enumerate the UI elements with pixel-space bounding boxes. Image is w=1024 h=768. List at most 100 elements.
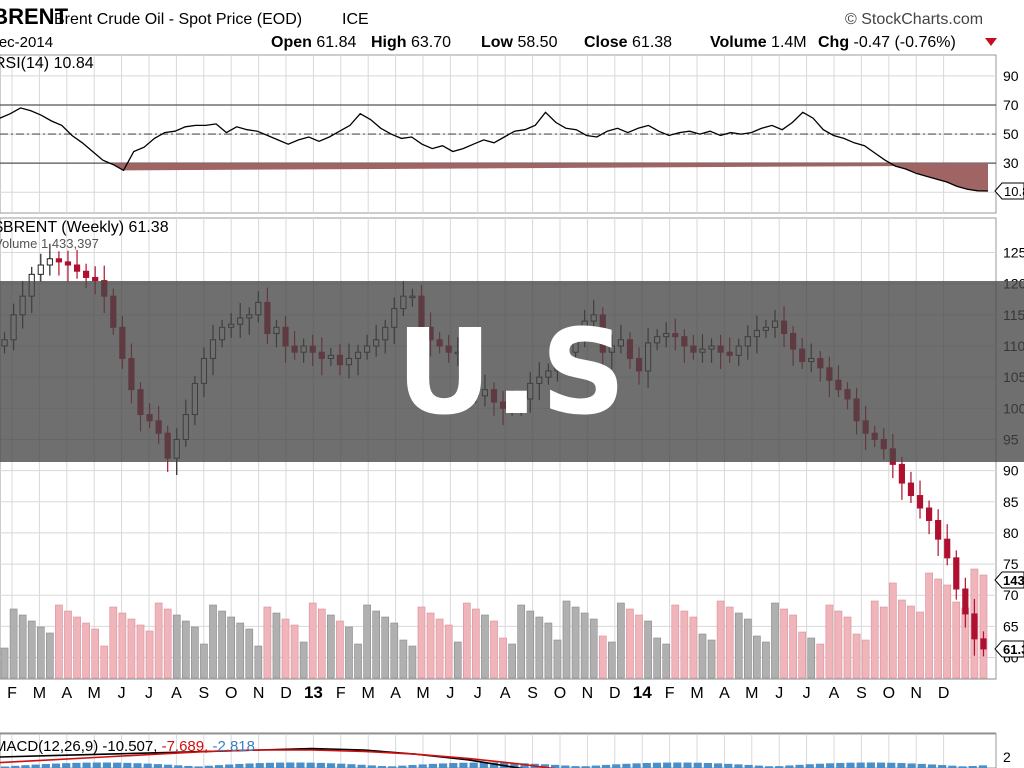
rsi-oversold-fill	[113, 163, 989, 191]
volume-bar	[200, 643, 208, 679]
volume-bar	[191, 626, 199, 679]
candle-body	[92, 276, 99, 282]
volume-bar	[327, 614, 335, 679]
volume-bar	[254, 645, 263, 679]
volume-bar	[444, 624, 453, 679]
volume-bar	[934, 578, 942, 679]
macd-histogram-bar	[235, 763, 244, 768]
volume-bar	[689, 616, 698, 679]
macd-histogram-bar	[713, 763, 723, 768]
macd-histogram-bar	[958, 766, 967, 768]
rsi-line	[0, 107, 989, 192]
volume-bar	[281, 618, 290, 679]
volume-bar	[816, 643, 825, 679]
macd-histogram-bar	[102, 762, 112, 768]
macd-histogram-bar	[51, 763, 61, 768]
volume-bar	[544, 622, 553, 679]
macd-title: MACD(12,26,9) -10.507, -7.689, -2.818	[0, 738, 255, 755]
volume-bar	[317, 608, 326, 679]
volume-bar	[399, 639, 408, 679]
candle-body	[971, 613, 978, 640]
macd-histogram-bar	[978, 765, 987, 768]
volume-last-value-tag	[994, 571, 1024, 589]
volume-bar	[408, 645, 417, 679]
macd-histogram-bar	[632, 763, 641, 768]
macd-title-hist: -2.818	[212, 738, 255, 755]
volume-bar	[372, 610, 380, 679]
macd-histogram-bar	[622, 763, 631, 768]
macd-histogram-bar	[72, 762, 81, 768]
chart-instrument-name: Brent Crude Oil - Spot Price (EOD)	[54, 11, 302, 28]
month-label: F	[7, 685, 17, 702]
volume-bar	[870, 600, 879, 679]
volume-bar	[0, 647, 9, 679]
volume-bar	[626, 608, 634, 679]
volume-bar	[299, 641, 308, 679]
macd-histogram-bar	[428, 763, 437, 768]
month-label: S	[198, 685, 209, 702]
volume-bar	[562, 600, 571, 679]
macd-histogram-bar	[357, 764, 366, 768]
price-tick-label: 85	[1003, 494, 1019, 510]
month-label: M	[362, 685, 375, 702]
macd-histogram-bar	[642, 762, 651, 768]
macd-histogram-bar	[561, 765, 570, 768]
macd-histogram-bar	[306, 762, 315, 768]
macd-histogram-bar	[876, 762, 886, 768]
candle-body	[898, 463, 905, 484]
macd-histogram-bar	[846, 762, 855, 768]
volume-bar	[227, 616, 235, 679]
macd-histogram-bar	[663, 762, 672, 768]
month-label: J	[446, 685, 454, 702]
volume-bar	[263, 606, 272, 679]
macd-histogram-bar	[683, 762, 692, 768]
volume-bar	[345, 626, 353, 679]
macd-histogram-bar	[143, 763, 152, 768]
price-last-value: 61.38	[1003, 642, 1024, 657]
macd-histogram-bar	[21, 765, 30, 768]
rsi-tick-label: 90	[1003, 68, 1019, 84]
rsi-tick-label: 70	[1003, 97, 1019, 113]
macd-histogram-bar	[968, 765, 977, 768]
signal-line	[0, 749, 556, 768]
volume-bar	[145, 630, 154, 679]
macd-histogram-bar	[805, 764, 814, 768]
volume-bar	[608, 641, 616, 679]
ohlc-low: Low 58.50	[481, 34, 558, 51]
month-axis-band	[0, 679, 996, 734]
month-label: N	[910, 685, 922, 702]
macd-histogram-bar	[163, 764, 173, 768]
macd-histogram-bar	[581, 766, 590, 768]
macd-histogram-bar	[775, 766, 784, 768]
macd-tick-label: 2	[1003, 749, 1011, 765]
month-label: J	[145, 685, 153, 702]
month-label: N	[253, 685, 265, 702]
macd-histogram-bar	[601, 764, 611, 768]
macd-histogram-bar	[815, 763, 825, 768]
stockcharts-brand[interactable]: © StockCharts.com	[845, 11, 983, 28]
candle-body	[935, 519, 942, 540]
volume-bar	[807, 637, 816, 679]
macd-histogram-bar	[449, 763, 458, 768]
ohlc-open: Open 61.84	[271, 34, 356, 51]
macd-histogram-bar	[174, 765, 183, 768]
macd-histogram-bar	[408, 765, 417, 768]
macd-histogram-bar	[62, 763, 71, 768]
volume-bar	[716, 600, 725, 679]
volume-bar	[127, 618, 136, 679]
volume-bar	[462, 602, 471, 679]
volume-bar	[55, 604, 63, 679]
month-label: A	[500, 685, 511, 702]
volume-bar	[707, 639, 716, 679]
macd-histogram-bar	[92, 762, 101, 768]
volume-bar	[698, 633, 707, 679]
ohlc-chg: Chg -0.47 (-0.76%)	[818, 34, 956, 51]
macd-histogram-bar	[377, 766, 387, 768]
macd-histogram-bar	[398, 765, 407, 768]
volume-bar	[925, 572, 933, 679]
volume-bar	[644, 620, 652, 679]
candle-body	[907, 482, 915, 497]
month-label: A	[719, 685, 730, 702]
volume-bar	[245, 628, 254, 679]
volume-last-value: 1433397	[1003, 573, 1024, 588]
